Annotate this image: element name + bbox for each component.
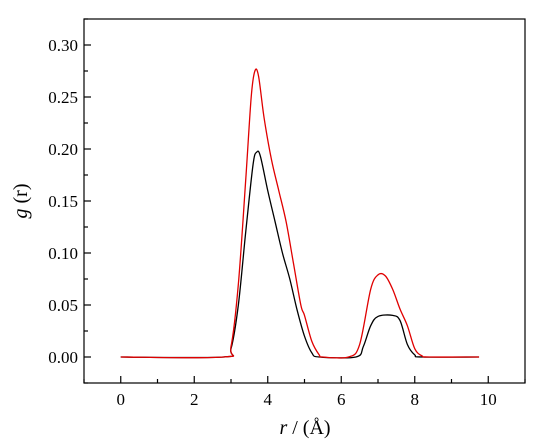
series-group	[120, 68, 480, 359]
x-tick-label: 4	[264, 390, 273, 409]
y-tick-label: 0.05	[48, 296, 78, 315]
y-axis-ticks: 0.00 0.05 0.10 0.15 0.20 0.25 0.30	[48, 18, 91, 384]
x-tick-label: 0	[117, 390, 126, 409]
y-tick-label: 0.10	[48, 244, 78, 263]
x-axis-ticks: 0 2 4 6 8 10	[83, 376, 526, 409]
y-tick-label: 0.25	[48, 88, 78, 107]
x-tick-label: 8	[411, 390, 420, 409]
x-tick-label: 10	[480, 390, 497, 409]
series-line-1	[120, 150, 480, 359]
x-tick-label: 2	[190, 390, 199, 409]
y-tick-label: 0.15	[48, 192, 78, 211]
y-tick-label: 0.20	[48, 140, 78, 159]
y-axis-title: g (r)	[10, 184, 32, 219]
y-tick-label: 0.30	[48, 36, 78, 55]
x-tick-label: 6	[337, 390, 346, 409]
y-tick-label: 0.00	[48, 348, 78, 367]
series-line-2	[120, 68, 480, 359]
plot-frame	[83, 18, 526, 384]
x-axis-title: r / (Å)	[279, 417, 330, 439]
